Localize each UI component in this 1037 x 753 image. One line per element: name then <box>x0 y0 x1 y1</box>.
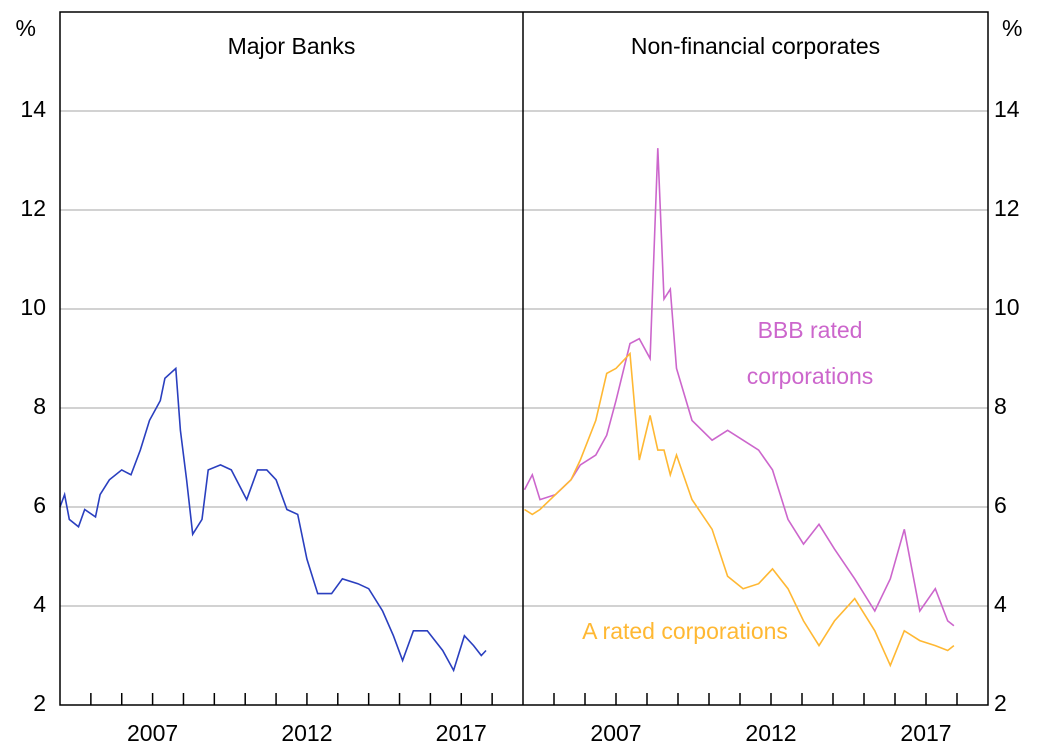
plot-frame <box>59 11 989 706</box>
y-tick-label: 10 <box>994 294 1020 320</box>
panel-title: Non-financial corporates <box>631 33 880 59</box>
x-tick-label: 2012 <box>281 720 332 746</box>
y-tick-label: 4 <box>33 591 46 617</box>
y-tick-label: 10 <box>20 294 46 320</box>
y-tick-label: 12 <box>20 195 46 221</box>
y-tick-label: 2 <box>33 690 46 716</box>
y-tick-label: 12 <box>994 195 1020 221</box>
annotation: corporations <box>747 363 874 389</box>
x-tick-label: 2017 <box>900 720 951 746</box>
y-tick-label: 8 <box>994 393 1007 419</box>
data-line <box>523 148 955 627</box>
x-tick-label: 2007 <box>590 720 641 746</box>
panel-title: Major Banks <box>228 33 356 59</box>
y-unit: % <box>16 15 36 41</box>
data-line <box>59 366 487 673</box>
y-tick-label: 4 <box>994 591 1007 617</box>
y-tick-label: 14 <box>20 96 46 122</box>
y-tick-label: 2 <box>994 690 1007 716</box>
x-tick-label: 2017 <box>436 720 487 746</box>
y-tick-label: 6 <box>33 492 46 518</box>
data-line <box>524 351 955 668</box>
x-tick-label: 2012 <box>745 720 796 746</box>
y-tick-label: 8 <box>33 393 46 419</box>
y-unit: % <box>1002 15 1022 41</box>
y-tick-label: 6 <box>994 492 1007 518</box>
annotation: A rated corporations <box>582 618 788 644</box>
annotation: BBB rated <box>758 317 863 343</box>
y-tick-label: 14 <box>994 96 1020 122</box>
x-tick-label: 2007 <box>127 720 178 746</box>
